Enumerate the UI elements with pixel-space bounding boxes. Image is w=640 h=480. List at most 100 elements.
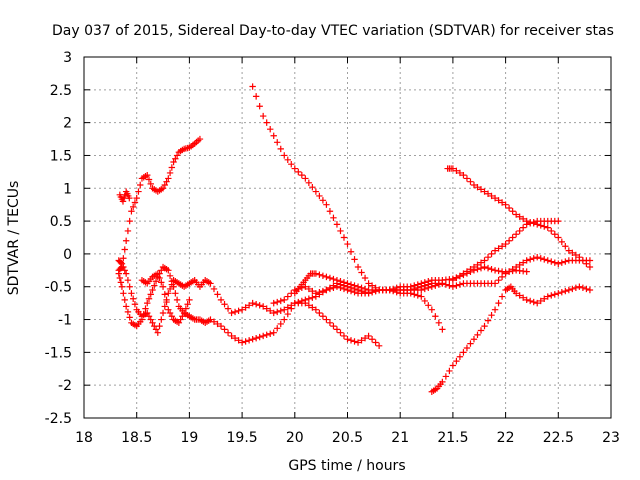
data-point <box>512 263 520 271</box>
data-point <box>288 161 295 168</box>
data-point <box>491 267 499 274</box>
data-point <box>428 306 436 313</box>
data-point <box>330 322 337 330</box>
series-track-9 <box>444 165 594 271</box>
data-point <box>354 283 362 290</box>
data-point <box>305 302 313 309</box>
x-tick-label: 21.5 <box>437 430 468 446</box>
data-point <box>135 188 142 195</box>
x-tick-label: 22 <box>497 430 515 446</box>
data-point <box>228 309 235 317</box>
data-point <box>498 273 506 281</box>
y-tick-labels: -2.5 -2 -1.5 -1 -0.5 0 0.5 1 1.5 2 2.5 3 <box>45 50 72 427</box>
data-point <box>414 292 421 299</box>
data-point <box>291 299 298 307</box>
data-point <box>347 248 355 255</box>
data-point <box>477 186 485 193</box>
data-point <box>122 270 130 277</box>
data-point <box>263 119 270 126</box>
data-point <box>365 332 372 340</box>
data-point <box>491 247 499 254</box>
data-point <box>558 288 566 296</box>
data-point <box>351 282 358 289</box>
data-point <box>323 316 330 323</box>
data-point <box>439 378 446 386</box>
data-point <box>439 280 446 287</box>
data-point <box>502 270 509 277</box>
data-point <box>124 227 132 235</box>
data-point <box>242 304 249 311</box>
data-point <box>579 284 587 292</box>
data-point <box>337 227 344 235</box>
data-point <box>312 306 320 313</box>
data-point <box>425 302 432 309</box>
data-point <box>326 274 334 282</box>
data-point <box>435 319 443 327</box>
data-point <box>456 353 464 360</box>
data-point <box>558 238 566 246</box>
data-point <box>354 263 362 271</box>
data-point <box>274 298 281 306</box>
data-point <box>555 260 562 267</box>
data-point <box>551 259 558 266</box>
data-point <box>555 234 562 241</box>
data-point <box>319 272 327 279</box>
data-point <box>214 320 221 328</box>
data-point <box>586 257 594 264</box>
data-point <box>228 332 235 340</box>
data-point <box>126 314 133 321</box>
data-point <box>460 270 467 277</box>
data-point <box>456 272 464 279</box>
data-point <box>158 316 165 323</box>
data-point <box>270 309 277 317</box>
data-point <box>149 319 156 327</box>
data-point <box>488 266 495 273</box>
data-point <box>177 316 184 323</box>
data-point <box>281 296 288 304</box>
data-point <box>523 221 530 228</box>
data-point <box>172 290 179 297</box>
data-point <box>210 318 218 325</box>
data-point <box>323 201 330 208</box>
data-point <box>129 295 137 302</box>
data-point <box>509 208 516 215</box>
data-point <box>302 175 309 182</box>
y-tick-label: -2.5 <box>45 411 72 427</box>
data-point <box>488 192 495 200</box>
data-point <box>534 253 541 261</box>
data-point <box>154 329 161 336</box>
data-point <box>344 280 351 287</box>
data-point <box>131 199 139 206</box>
y-tick-label: -2 <box>58 378 72 394</box>
data-point <box>495 299 502 307</box>
data-point <box>474 331 481 339</box>
data-point <box>572 284 580 292</box>
data-point <box>267 330 274 337</box>
data-point <box>491 194 499 202</box>
data-point <box>477 327 485 334</box>
series-track-5 <box>116 188 133 205</box>
data-point <box>470 181 478 189</box>
data-point <box>453 282 460 289</box>
chart-title: Day 037 of 2015, Sidereal Day-to-day VTE… <box>52 23 614 39</box>
data-point <box>477 264 485 272</box>
data-point <box>214 291 221 298</box>
data-point <box>117 259 125 266</box>
data-point <box>526 297 534 305</box>
data-point <box>326 208 334 215</box>
data-point <box>579 257 587 264</box>
data-point <box>418 293 425 300</box>
data-point <box>562 287 569 295</box>
data-point <box>158 267 165 274</box>
data-point <box>274 325 281 332</box>
data-point <box>161 303 169 310</box>
data-point <box>281 316 288 323</box>
data-point <box>256 302 263 309</box>
data-point <box>551 291 558 298</box>
data-point <box>263 331 270 339</box>
data-point <box>305 295 313 302</box>
y-tick-label: 0.5 <box>50 214 72 230</box>
data-point <box>277 145 284 153</box>
data-point <box>586 286 594 294</box>
data-point <box>562 258 569 265</box>
